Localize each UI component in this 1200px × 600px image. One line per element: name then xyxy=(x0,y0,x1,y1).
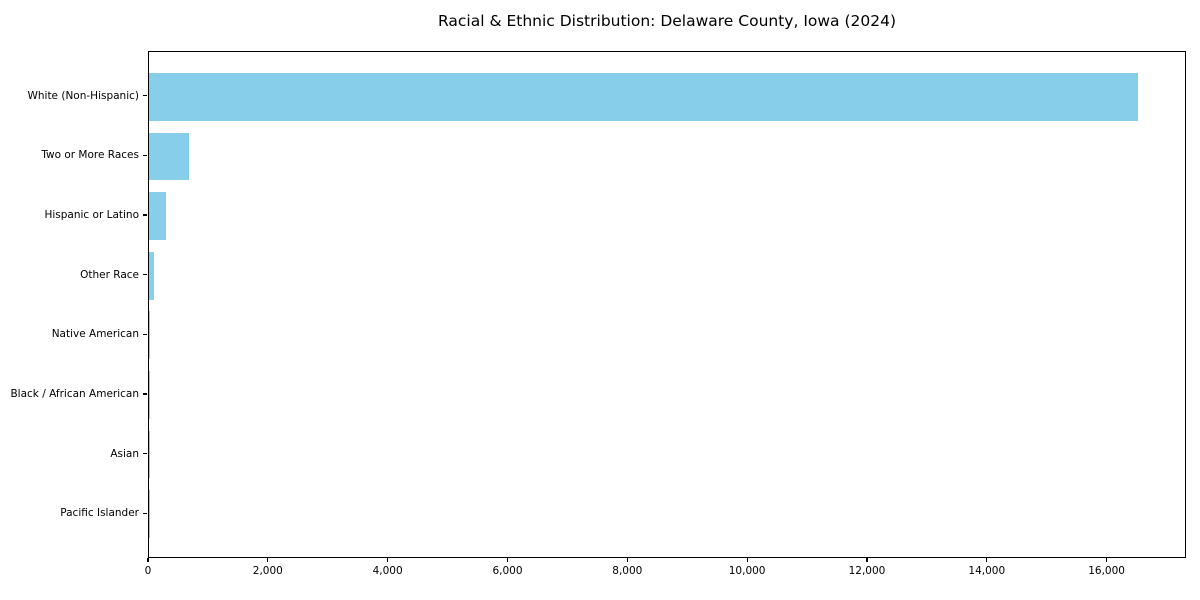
y-label-white-non-hispanic: White (Non-Hispanic) xyxy=(27,89,139,102)
x-label-14,000: 14,000 xyxy=(968,565,1006,577)
chart-title: Racial & Ethnic Distribution: Delaware C… xyxy=(437,12,897,30)
y-label-two-or-more-races: Two or More Races xyxy=(41,149,139,162)
y-label-asian: Asian xyxy=(110,447,139,460)
x-tick-2,000 xyxy=(267,558,269,562)
x-label-16,000: 16,000 xyxy=(1088,565,1125,577)
bar-hispanic-or-latino xyxy=(149,192,167,240)
x-label-10,000: 10,000 xyxy=(728,565,766,577)
y-label-pacific-islander: Pacific Islander xyxy=(60,507,139,520)
bar-native-american xyxy=(149,311,151,360)
x-tick-6,000 xyxy=(506,558,509,562)
x-tick-0 xyxy=(147,558,149,562)
y-tick-two-or-more-races xyxy=(143,154,147,156)
x-label-6,000: 6,000 xyxy=(492,565,523,577)
x-label-12,000: 12,000 xyxy=(848,565,886,577)
y-tick-asian xyxy=(143,453,147,455)
x-tick-10,000 xyxy=(746,558,748,562)
x-label-8,000: 8,000 xyxy=(612,565,643,577)
bar-white-non-hispanic xyxy=(149,72,1138,121)
bar-two-or-more-races xyxy=(149,132,189,181)
y-tick-black-african-american xyxy=(143,393,147,395)
y-label-black-african-american: Black / African American xyxy=(10,387,139,400)
y-tick-native-american xyxy=(143,333,147,335)
y-tick-pacific-islander xyxy=(143,512,147,514)
y-label-native-american: Native American xyxy=(51,328,139,341)
x-label-0: 0 xyxy=(144,565,152,577)
x-tick-16,000 xyxy=(1106,558,1108,562)
x-label-2,000: 2,000 xyxy=(252,565,283,577)
x-label-4,000: 4,000 xyxy=(372,565,403,577)
y-label-other-race: Other Race xyxy=(80,268,139,281)
y-tick-white-non-hispanic xyxy=(143,95,147,97)
x-tick-8,000 xyxy=(626,558,628,562)
bar-other-race xyxy=(149,251,155,300)
x-tick-12,000 xyxy=(866,558,868,562)
x-tick-14,000 xyxy=(986,558,988,562)
x-tick-4,000 xyxy=(387,558,389,562)
y-tick-other-race xyxy=(143,274,147,276)
plot-area xyxy=(148,51,1186,558)
y-tick-hispanic-or-latino xyxy=(143,214,147,216)
y-label-hispanic-or-latino: Hispanic or Latino xyxy=(44,209,139,222)
